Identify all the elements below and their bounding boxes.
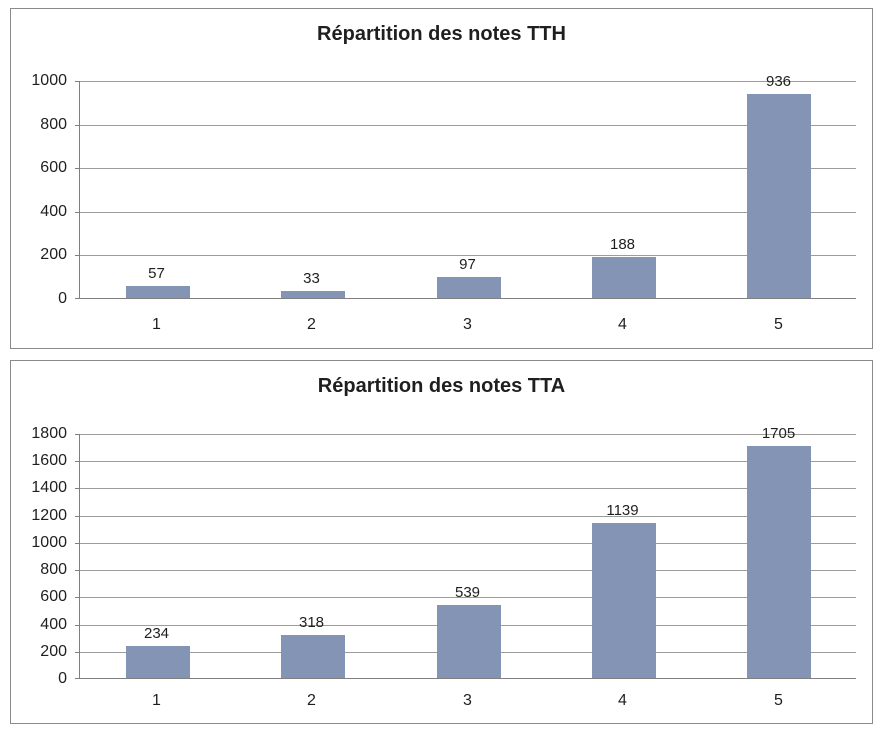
bar [437, 605, 501, 678]
y-axis-tick [75, 298, 80, 299]
x-axis-label: 3 [463, 692, 472, 709]
bar-value-label: 1139 [606, 502, 639, 519]
gridline [80, 461, 856, 462]
y-axis-label: 1000 [31, 72, 67, 89]
y-axis-tick [75, 434, 80, 435]
bar [747, 94, 811, 298]
bar-value-label: 188 [609, 236, 636, 253]
bar [592, 523, 656, 678]
gridline [80, 125, 856, 126]
gridline [80, 434, 856, 435]
x-axis-label: 2 [307, 692, 316, 709]
bar-chart-tta: 0 200 400 600 800 1000 1200 1400 1600 1800 234 1 318… [11, 361, 872, 723]
gridline [80, 597, 856, 598]
y-axis-label: 800 [40, 561, 67, 578]
x-axis-label: 1 [152, 692, 161, 709]
y-axis-tick [75, 488, 80, 489]
gridline [80, 255, 856, 256]
bar [281, 291, 345, 298]
bar [281, 635, 345, 678]
bar-value-label: 234 [143, 625, 170, 642]
chart-panel-tth: Répartition des notes TTH 0 200 400 600 800 1… [10, 8, 873, 349]
y-axis-label: 200 [40, 246, 67, 263]
bar [437, 277, 501, 298]
y-axis-tick [75, 678, 80, 679]
y-axis-tick [75, 255, 80, 256]
gridline [80, 168, 856, 169]
bar-value-label: 57 [148, 265, 165, 282]
x-axis-label: 5 [774, 316, 783, 333]
gridline [80, 516, 856, 517]
x-axis-label: 1 [152, 316, 161, 333]
bar-value-label: 318 [298, 614, 325, 631]
y-axis-label: 0 [58, 290, 67, 307]
y-axis-tick [75, 168, 80, 169]
y-axis-tick [75, 461, 80, 462]
y-axis-tick [75, 625, 80, 626]
gridline [80, 570, 856, 571]
y-axis-label: 600 [40, 159, 67, 176]
gridline [80, 543, 856, 544]
y-axis-label: 800 [40, 116, 67, 133]
chart-title: Répartition des notes TTH [317, 23, 566, 45]
bar [126, 286, 190, 298]
gridline [80, 212, 856, 213]
y-axis-label: 600 [40, 588, 67, 605]
y-axis-label: 1200 [31, 507, 67, 524]
bar [592, 257, 656, 298]
gridline [80, 81, 856, 82]
bar [126, 646, 190, 678]
chart-title: Répartition des notes TTA [317, 375, 566, 397]
y-axis-tick [75, 516, 80, 517]
x-axis-label: 4 [618, 692, 627, 709]
y-axis-label: 1000 [31, 534, 67, 551]
y-axis-label: 200 [40, 643, 67, 660]
plot-area [75, 434, 856, 679]
y-axis-label: 400 [40, 616, 67, 633]
bar-value-label: 1705 [761, 425, 796, 442]
y-axis-label: 1800 [31, 425, 67, 442]
y-axis-tick [75, 212, 80, 213]
gridline [80, 488, 856, 489]
y-axis-tick [75, 543, 80, 544]
bar-value-label: 539 [454, 584, 481, 601]
x-axis-label: 4 [618, 316, 627, 333]
y-axis-tick [75, 125, 80, 126]
y-axis-tick [75, 570, 80, 571]
plot-area [75, 81, 856, 299]
y-axis-tick [75, 597, 80, 598]
y-axis-tick [75, 81, 80, 82]
bar [747, 446, 811, 678]
bar-value-label: 33 [303, 270, 320, 287]
y-axis-tick [75, 652, 80, 653]
x-axis-label: 2 [307, 316, 316, 333]
x-axis-label: 5 [774, 692, 783, 709]
bar-value-label: 936 [765, 73, 792, 90]
x-axis-label: 3 [463, 316, 472, 333]
y-axis-label: 0 [58, 670, 67, 687]
bar-chart-tth: 0 200 400 600 800 1000 57 1 33 2 97 3 188 4 936 5 [11, 9, 872, 348]
bar-value-label: 97 [459, 256, 476, 273]
y-axis-label: 1400 [31, 479, 67, 496]
y-axis-label: 1600 [31, 452, 67, 469]
y-axis-label: 400 [40, 203, 67, 220]
chart-panel-tta: Répartition des notes TTA 0 200 400 600 800 1… [10, 360, 873, 724]
